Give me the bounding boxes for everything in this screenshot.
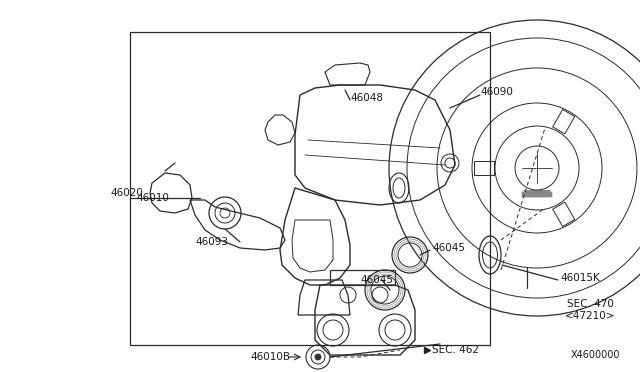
Text: 46015K: 46015K	[560, 273, 600, 283]
Text: 46090: 46090	[480, 87, 513, 97]
Text: X4600000: X4600000	[570, 350, 620, 360]
Text: 46093: 46093	[195, 237, 228, 247]
Text: 46045: 46045	[432, 243, 465, 253]
Text: 46010B: 46010B	[250, 352, 290, 362]
Text: SEC. 470
<47210>: SEC. 470 <47210>	[564, 299, 615, 321]
Text: SEC. 462: SEC. 462	[432, 345, 479, 355]
Text: 46045: 46045	[360, 275, 393, 285]
Text: 46020: 46020	[110, 188, 143, 198]
Circle shape	[315, 354, 321, 360]
Text: 46010: 46010	[136, 193, 169, 203]
Text: 46048: 46048	[350, 93, 383, 103]
